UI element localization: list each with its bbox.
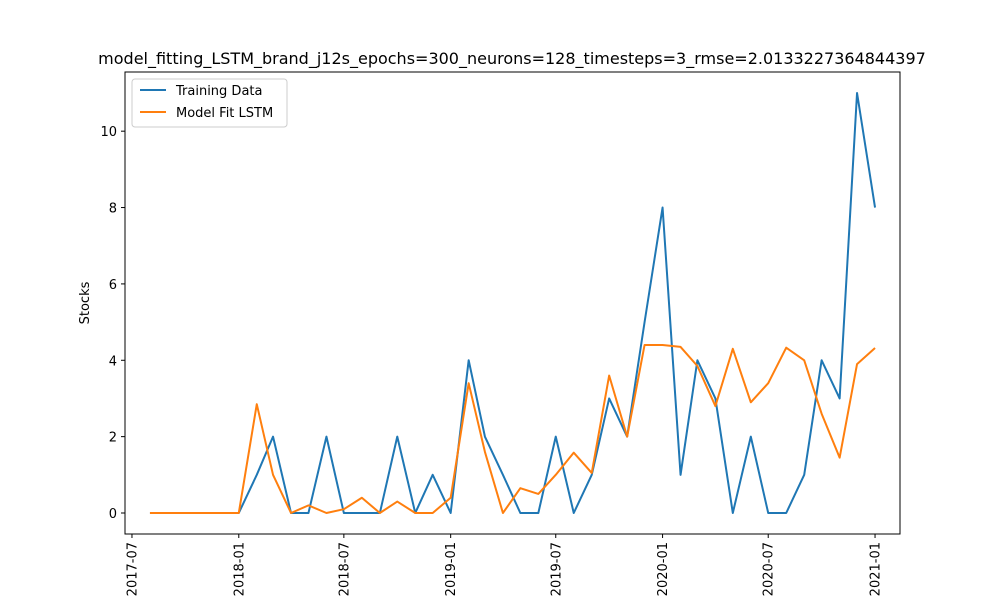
y-axis-label: Stocks	[78, 281, 93, 324]
x-tick-label: 2019-01	[444, 542, 459, 596]
series-line-model-fit-lstm	[149, 344, 876, 514]
y-tick-label: 8	[109, 202, 117, 217]
x-tick-label: 2018-07	[337, 542, 352, 596]
x-tick-label: 2018-01	[232, 542, 247, 596]
y-tick-label: 2	[109, 431, 117, 446]
x-tick-label: 2019-07	[549, 542, 564, 596]
legend: Training Data Model Fit LSTM	[131, 78, 288, 128]
axes-layer	[124, 71, 901, 535]
legend-label-training-data: Training Data	[175, 84, 262, 99]
legend-box	[131, 78, 288, 128]
series-line-training-data	[149, 92, 877, 514]
y-tick-label: 10	[100, 125, 117, 140]
x-tick-label: 2021-01	[869, 542, 884, 596]
x-tick-label: 2017-07	[125, 542, 140, 596]
y-tick-label: 4	[109, 354, 117, 369]
y-tick-label: 6	[109, 278, 117, 293]
plot-area	[125, 72, 900, 534]
ticks-layer: 0 2 4 6 8 10 2017-07 2018-01 2018-07 2019-01 2019-…	[100, 125, 883, 596]
y-tick-label: 0	[109, 507, 117, 522]
plot-frame	[124, 71, 901, 535]
x-tick-label: 2020-07	[762, 542, 777, 596]
chart-title: model_fitting_LSTM_brand_j12s_epochs=300…	[98, 49, 926, 69]
x-tick-label: 2020-01	[656, 542, 671, 596]
legend-label-model-fit-lstm: Model Fit LSTM	[176, 106, 273, 121]
series-layer	[149, 92, 877, 514]
